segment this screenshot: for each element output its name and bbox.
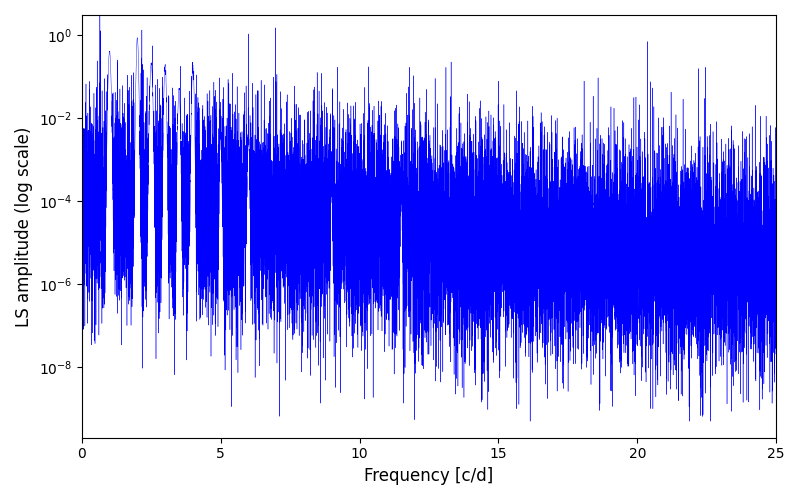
- Y-axis label: LS amplitude (log scale): LS amplitude (log scale): [15, 126, 33, 326]
- X-axis label: Frequency [c/d]: Frequency [c/d]: [364, 467, 494, 485]
